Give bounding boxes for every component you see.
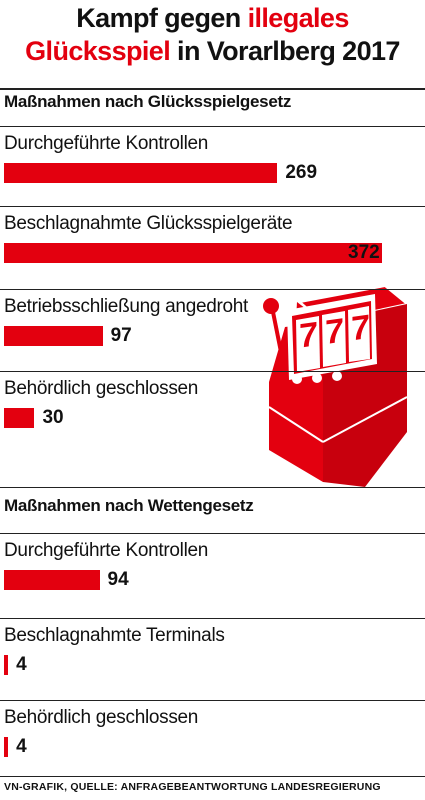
bar-value-label: 269 xyxy=(285,162,318,183)
title-line-1: Kampf gegen illegales xyxy=(0,2,425,35)
title-part-2: in Vorarlberg 2017 xyxy=(170,36,400,66)
bar-value-label: 97 xyxy=(110,325,132,346)
bar xyxy=(4,243,382,263)
section-divider xyxy=(0,487,425,488)
bar xyxy=(4,408,35,428)
title-line-2: Glücksspiel in Vorarlberg 2017 xyxy=(0,35,425,68)
bar-value-label: 94 xyxy=(107,569,129,590)
bar-value-label: 4 xyxy=(16,654,27,675)
row-divider xyxy=(0,289,425,290)
bar xyxy=(4,326,103,346)
title-part-1: Kampf gegen xyxy=(76,3,248,33)
bar xyxy=(4,655,9,675)
row-divider xyxy=(0,126,425,127)
row-divider xyxy=(0,206,425,207)
bar-value-label: 4 xyxy=(16,736,27,757)
section-title: Maßnahmen nach Glücksspielgesetz xyxy=(4,92,292,111)
bar-category-label: Durchgeführte Kontrollen xyxy=(4,540,209,561)
reel-1: 7 xyxy=(299,315,318,355)
section-top-rule xyxy=(0,88,425,90)
bar-category-label: Betriebsschließung angedroht xyxy=(4,296,249,317)
slot-machine-icon: 7 7 7 xyxy=(263,284,410,487)
bar xyxy=(4,570,100,590)
reel-2: 7 xyxy=(325,312,344,352)
row-divider xyxy=(0,533,425,534)
bar xyxy=(4,737,9,757)
row-divider xyxy=(0,371,425,372)
bar-category-label: Durchgeführte Kontrollen xyxy=(4,133,209,154)
bar-category-label: Beschlagnahmte Glücksspielgeräte xyxy=(4,213,293,234)
title-highlight-2: Glücksspiel xyxy=(25,36,171,66)
chart-title: Kampf gegen illegales Glücksspiel in Vor… xyxy=(0,2,425,68)
row-divider xyxy=(0,700,425,701)
bar xyxy=(4,163,278,183)
bar-value-label: 30 xyxy=(42,407,64,428)
bar-value-label: 372 xyxy=(348,242,380,263)
row-divider xyxy=(0,618,425,619)
reel-3: 7 xyxy=(351,308,370,348)
title-highlight-1: illegales xyxy=(247,3,350,33)
bar-category-label: Behördlich geschlossen xyxy=(4,378,199,399)
section-title: Maßnahmen nach Wettengesetz xyxy=(4,496,254,515)
bar-category-label: Behördlich geschlossen xyxy=(4,707,199,728)
bar-category-label: Beschlagnahmte Terminals xyxy=(4,625,225,646)
footer-source: VN-GRAFIK, QUELLE: ANFRAGEBEANTWORTUNG L… xyxy=(4,781,381,793)
footer-rule xyxy=(0,776,425,777)
